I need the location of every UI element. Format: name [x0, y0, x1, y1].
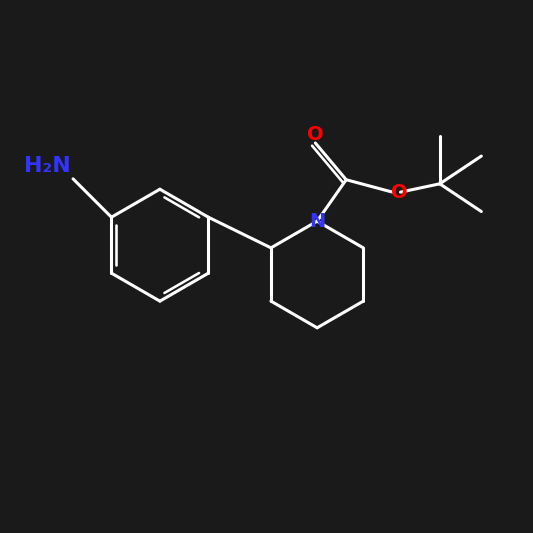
Text: O: O — [391, 183, 407, 201]
Text: O: O — [307, 125, 324, 144]
Text: N: N — [309, 212, 325, 231]
Text: H₂N: H₂N — [23, 156, 70, 176]
